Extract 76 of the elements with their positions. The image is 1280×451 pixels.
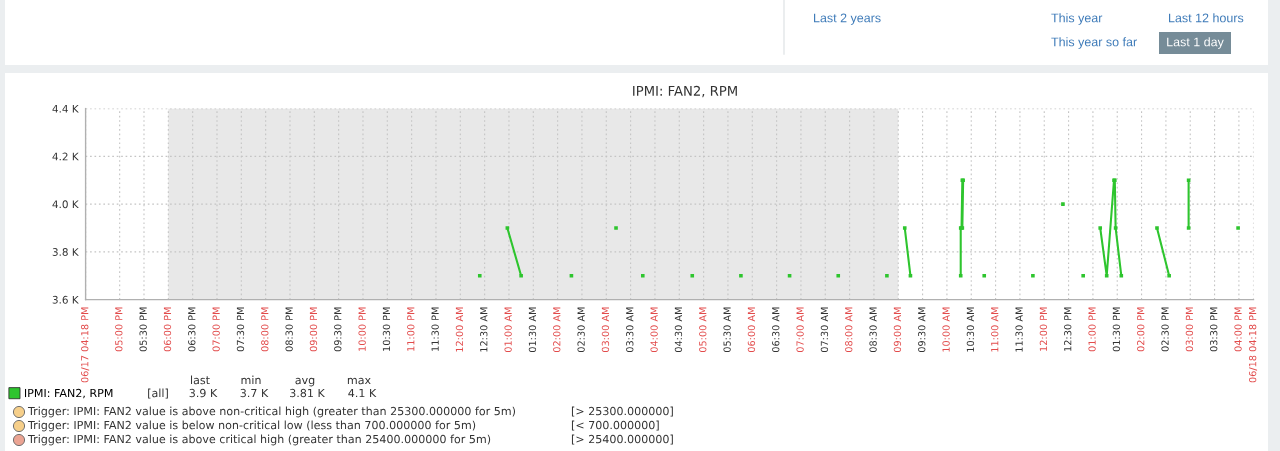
- x-tick-label: 10:30 PM: [382, 307, 391, 351]
- text: [> 25400.000000]: [571, 434, 673, 445]
- x-tick-label: 09:00 AM: [893, 307, 902, 353]
- y-tick-label: 3.8 K: [52, 248, 79, 256]
- x-tick-label: 04:00 PM: [1234, 307, 1242, 352]
- x-tick-label: 09:30 AM: [918, 307, 926, 353]
- x-tick-label: 03:30 PM: [1210, 307, 1218, 352]
- text: 3.7 K: [240, 388, 269, 398]
- x-tick-label: 09:00 PM: [309, 307, 318, 352]
- x-tick-label: 06/18 04:18 PM: [1248, 307, 1258, 383]
- text: This year so far: [1051, 37, 1137, 49]
- y-tick-label: 4.0 K: [52, 200, 79, 209]
- x-tick-label: 11:00 PM: [407, 307, 415, 351]
- y-tick-label: 4.2 K: [52, 152, 79, 161]
- x-tick-label: 10:00 AM: [942, 307, 950, 352]
- x-tick-label: 08:00 AM: [845, 307, 853, 353]
- y-tick-label: 4.4 K: [52, 104, 79, 113]
- x-tick-label: 11:00 AM: [991, 307, 999, 352]
- x-tick-label: 01:00 AM: [504, 307, 512, 353]
- x-tick-label: 03:30 AM: [626, 307, 634, 353]
- legend-label: IPMI: FAN2, RPM: [24, 388, 113, 399]
- x-tick-label: 09:30 PM: [334, 307, 342, 352]
- x-tick-label: 11:30 PM: [431, 307, 439, 351]
- x-tick-label: 05:30 PM: [139, 307, 147, 352]
- x-tick-label: 01:00 PM: [1088, 307, 1096, 352]
- text: [> 25300.000000]: [571, 406, 673, 417]
- text: Last 12 hours: [1169, 13, 1244, 23]
- x-tick-label: 07:00 AM: [796, 307, 804, 353]
- x-tick-label: 10:30 AM: [966, 307, 975, 352]
- text: max: [347, 377, 371, 385]
- x-tick-label: 11:30 AM: [1015, 307, 1023, 352]
- x-tick-label: 01:30 AM: [528, 307, 537, 353]
- x-tick-label: 08:30 AM: [869, 307, 877, 353]
- x-tick-label: 02:30 PM: [1161, 307, 1169, 352]
- text: Trigger: IPMI: FAN2 value is above critical high (greater than 25400.000000 for 5m): [27, 434, 491, 446]
- x-tick-label: 07:30 AM: [820, 307, 829, 353]
- text: 3.9 K: [189, 388, 218, 398]
- text: [all]: [148, 388, 168, 399]
- x-tick-label: 05:00 AM: [699, 307, 707, 353]
- x-tick-label: 12:30 PM: [1064, 307, 1072, 351]
- x-tick-label: 07:30 PM: [236, 307, 245, 352]
- text: [< 700.000000]: [571, 420, 659, 431]
- text: min: [241, 375, 261, 385]
- x-tick-label: 07:00 PM: [212, 307, 220, 352]
- x-tick-label: 06:00 PM: [163, 307, 172, 352]
- text: Trigger: IPMI: FAN2 value is above non-critical high (greater than 25300.000000 for 5m): [27, 406, 516, 418]
- text: Trigger: IPMI: FAN2 value is below non-critical low (less than 700.000000 for 5m): [27, 420, 476, 432]
- text: 3.81 K: [290, 388, 326, 398]
- text: Last 1 day: [1167, 37, 1224, 49]
- x-tick-label: 06:30 AM: [772, 307, 780, 353]
- x-tick-label: 06/17 04:18 PM: [81, 307, 90, 383]
- text: Last 2 years: [814, 13, 881, 25]
- x-tick-label: 02:00 PM: [1137, 307, 1145, 352]
- text: This year: [1051, 13, 1103, 25]
- x-tick-label: 02:00 AM: [553, 307, 561, 353]
- x-tick-label: 08:30 PM: [285, 307, 293, 352]
- x-tick-label: 12:00 AM: [455, 307, 464, 352]
- x-tick-label: 08:00 PM: [261, 307, 269, 352]
- x-tick-label: 02:30 AM: [577, 307, 585, 353]
- text: 4.1 K: [348, 388, 377, 398]
- x-tick-label: 12:30 AM: [480, 307, 488, 352]
- text: avg: [295, 377, 315, 387]
- x-tick-label: 12:00 PM: [1039, 307, 1048, 351]
- text: last: [191, 375, 210, 385]
- x-tick-label: 04:00 AM: [650, 307, 658, 353]
- x-tick-label: 03:00 PM: [1185, 307, 1194, 352]
- x-tick-label: 05:00 PM: [115, 307, 123, 352]
- x-tick-label: 01:30 PM: [1112, 307, 1121, 352]
- x-tick-label: 05:30 AM: [723, 307, 731, 353]
- x-tick-label: 10:00 PM: [358, 307, 366, 351]
- chart-title: IPMI: FAN2, RPM: [633, 85, 737, 98]
- y-tick-label: 3.6 K: [52, 295, 79, 304]
- x-tick-label: 03:00 AM: [601, 307, 610, 353]
- x-tick-label: 06:00 AM: [747, 307, 756, 353]
- x-tick-label: 06:30 PM: [188, 307, 196, 352]
- x-tick-label: 04:30 AM: [674, 307, 683, 353]
